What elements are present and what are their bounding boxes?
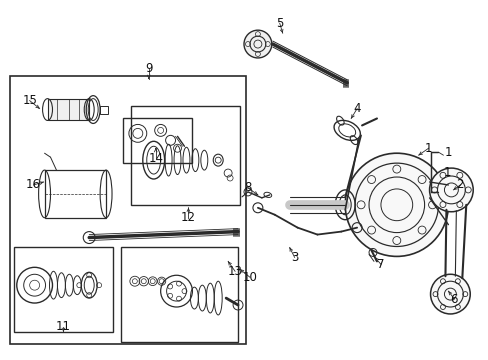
Text: 1: 1: [443, 166, 450, 179]
Text: 16: 16: [26, 179, 41, 192]
Bar: [100, 105, 108, 113]
Text: 10: 10: [242, 271, 257, 284]
Bar: [122, 118, 192, 163]
Bar: [47, 99, 89, 121]
Text: 6: 6: [450, 293, 457, 306]
Circle shape: [345, 153, 447, 256]
Text: 1: 1: [424, 142, 431, 155]
Text: 11: 11: [56, 320, 71, 333]
Circle shape: [244, 30, 271, 58]
Bar: [14, 247, 113, 332]
Text: 13: 13: [227, 265, 242, 278]
Circle shape: [428, 168, 472, 212]
Text: 14: 14: [148, 152, 163, 165]
Bar: [10, 76, 245, 344]
Text: 8: 8: [244, 181, 251, 194]
Text: 3: 3: [290, 251, 298, 264]
Text: 15: 15: [22, 94, 37, 107]
Bar: [131, 105, 240, 205]
Text: 1: 1: [444, 146, 451, 159]
Text: 7: 7: [376, 258, 384, 271]
Circle shape: [429, 274, 469, 314]
Text: 12: 12: [181, 211, 196, 224]
Text: 2: 2: [456, 179, 463, 192]
Bar: [44, 170, 106, 218]
Text: 4: 4: [353, 102, 360, 115]
Text: 5: 5: [275, 17, 283, 30]
Text: 9: 9: [145, 62, 152, 75]
Bar: [121, 247, 238, 342]
